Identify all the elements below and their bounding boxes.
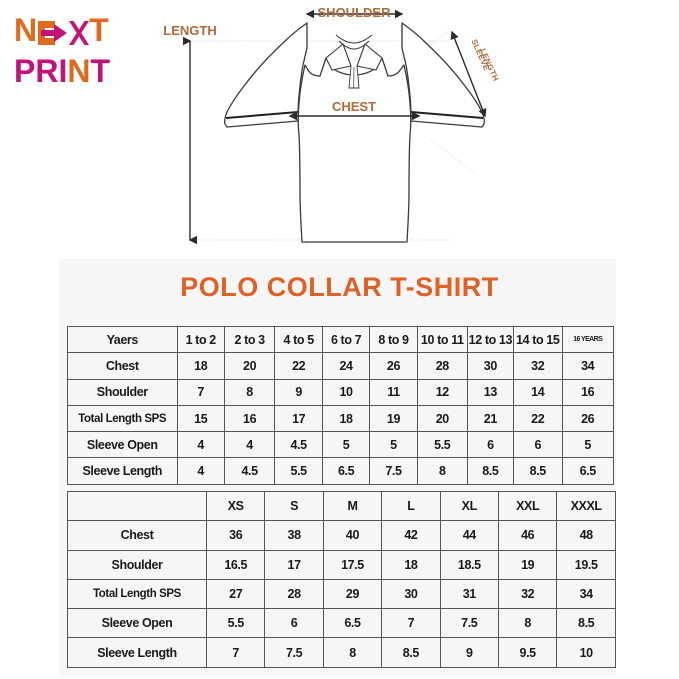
svg-text:LENGTH: LENGTH: [163, 23, 216, 38]
svg-text:SHOULDER: SHOULDER: [318, 8, 392, 20]
svg-text:CHEST: CHEST: [332, 99, 376, 114]
